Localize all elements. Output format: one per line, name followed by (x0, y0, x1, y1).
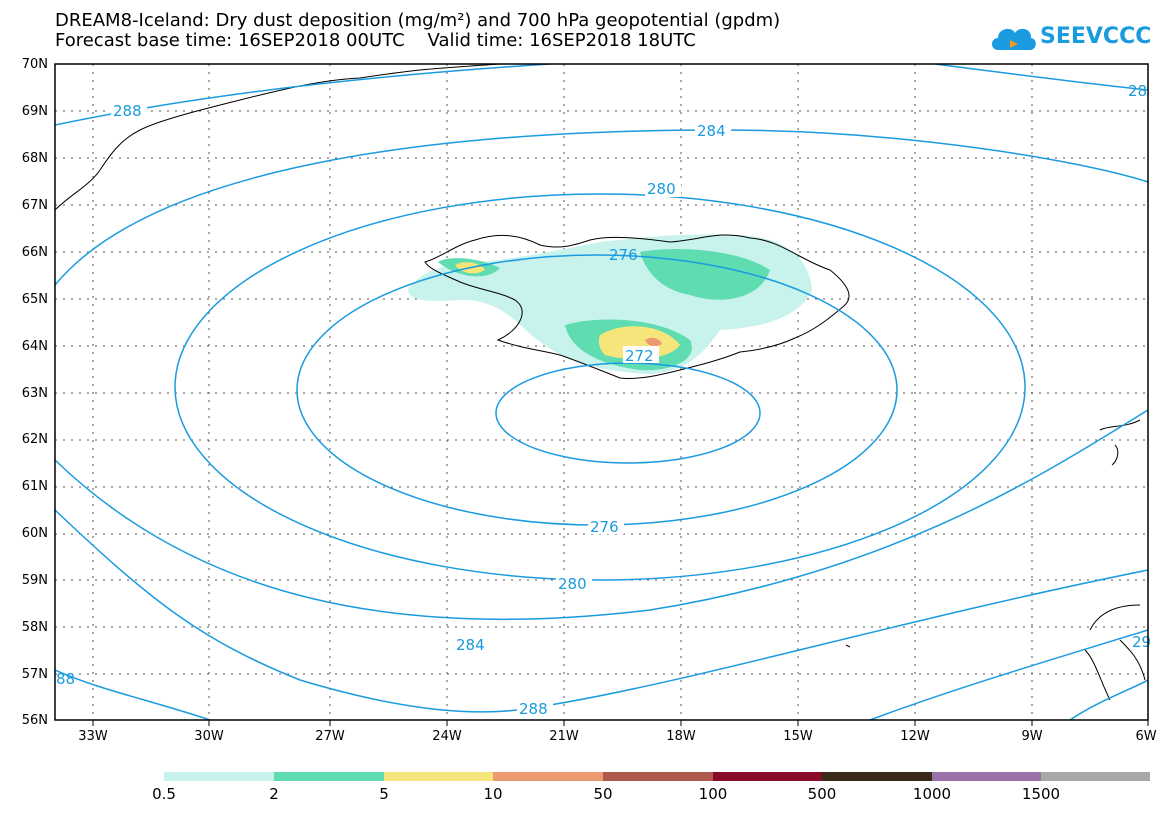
lat-label: 66N (21, 245, 48, 260)
dust-region-2-north (640, 249, 770, 300)
lat-label: 59N (21, 573, 48, 588)
logo-text: SEEVCCC (1040, 24, 1152, 49)
map-frame-bg (55, 64, 1148, 720)
chart-subtitle: Forecast base time: 16SEP2018 00UTC Vali… (55, 30, 696, 51)
lon-label: 9W (1021, 729, 1043, 744)
contour-label: 88 (56, 670, 75, 688)
lat-label: 68N (21, 151, 48, 166)
contour-284-south (55, 409, 1148, 621)
contour-label: 276 (609, 246, 638, 264)
lon-label: 6W (1135, 729, 1157, 744)
lon-label: 24W (432, 729, 462, 744)
lat-label: 69N (21, 104, 48, 119)
dust-deposition-field (408, 234, 812, 374)
lat-label: 57N (21, 667, 48, 682)
lat-label: 58N (21, 620, 48, 635)
contour-label: 284 (456, 636, 485, 654)
iceland-coastline (424, 234, 850, 379)
contour-288-south (55, 509, 1148, 713)
contour-label: 280 (647, 180, 676, 198)
greenland-coastline (55, 64, 501, 211)
contour-label: 28 (1128, 82, 1147, 100)
scotland-coastline (1084, 604, 1146, 701)
contour-label: 29 (1132, 633, 1151, 651)
graticule (55, 64, 1148, 720)
contour-284-north (55, 129, 1148, 286)
rockall-coastline (845, 644, 851, 648)
coastlines (55, 64, 1146, 701)
lon-label: 30W (194, 729, 224, 744)
lat-label: 62N (21, 432, 48, 447)
lat-label: 65N (21, 292, 48, 307)
lat-label: 63N (21, 386, 48, 401)
contour-label: 280 (558, 575, 587, 593)
lon-label: 21W (549, 729, 579, 744)
lat-label: 56N (21, 713, 48, 728)
contour-labels: 288 284 280 276 272 276 280 284 288 88 2… (56, 82, 1151, 718)
lat-label: 67N (21, 198, 48, 213)
contour-label: 276 (590, 518, 619, 536)
dust-region-10 (645, 337, 662, 347)
lon-label: 18W (666, 729, 696, 744)
axis-ticks (92, 720, 1149, 726)
map-frame (54, 63, 1149, 721)
lon-label: 12W (900, 729, 930, 744)
lon-label: 33W (78, 729, 108, 744)
contour-label: 284 (697, 122, 726, 140)
faroe-coastline (1099, 419, 1141, 466)
contour-296-southeast (1069, 679, 1148, 720)
contour-label: 288 (113, 102, 142, 120)
contour-292-southwest (55, 669, 211, 720)
contour-288-northwest (55, 64, 551, 126)
lon-label: 15W (783, 729, 813, 744)
dust-region-5-south (598, 326, 680, 359)
lat-label: 70N (21, 57, 48, 72)
lat-label: 61N (21, 479, 48, 494)
contour-280 (174, 193, 1026, 581)
lon-label: 27W (315, 729, 345, 744)
contour-label: 288 (519, 700, 548, 718)
contour-288-northeast (934, 64, 1148, 91)
seevccc-logo: SEEVCCC (988, 20, 1152, 58)
lat-label: 64N (21, 339, 48, 354)
contour-label: 272 (625, 347, 654, 365)
lat-label: 60N (21, 526, 48, 541)
chart-title: DREAM8-Iceland: Dry dust deposition (mg/… (55, 10, 781, 31)
cloud-icon (992, 28, 1036, 50)
contour-292-southeast (869, 629, 1148, 720)
